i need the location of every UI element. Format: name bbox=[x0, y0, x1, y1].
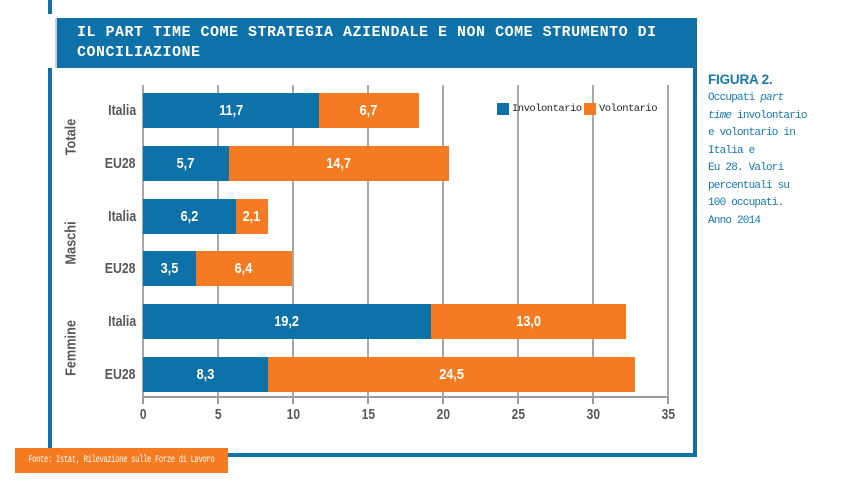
group-label-maschi: Maschi bbox=[62, 220, 80, 265]
legend-swatch-involontario bbox=[497, 102, 509, 115]
bar-value-label: 14,7 bbox=[326, 154, 352, 172]
row-label-femmine-italia: Italia bbox=[56, 304, 136, 339]
x-axis-tick-5 bbox=[217, 398, 219, 404]
chart-title: IL PART TIME COME STRATEGIA AZIENDALE E … bbox=[77, 24, 657, 61]
bar-value-label: 3,5 bbox=[160, 260, 179, 278]
top-accent-tick bbox=[48, 0, 52, 14]
bar-value-label: 11,7 bbox=[218, 102, 243, 119]
legend-item-involontario: Involontario bbox=[497, 102, 582, 115]
gridline-35 bbox=[667, 85, 669, 398]
bar-value-label: 13,0 bbox=[516, 313, 541, 331]
bar-involontario-maschi-italia: 6,2 bbox=[143, 198, 236, 234]
bar-value-label: 24,5 bbox=[438, 366, 464, 383]
x-tick-label-0: 0 bbox=[128, 406, 158, 423]
x-axis-tick-0 bbox=[142, 398, 144, 404]
x-tick-label-text: 30 bbox=[586, 406, 600, 423]
x-axis-tick-10 bbox=[292, 398, 294, 404]
bottom-border-line bbox=[228, 453, 697, 457]
x-axis-tick-15 bbox=[367, 398, 369, 404]
bar-volontario-femmine-italia: 13,0 bbox=[431, 304, 626, 340]
source-box: Fonte: Istat, Rilevazione sulle Forze di… bbox=[15, 448, 228, 473]
x-axis-tick-25 bbox=[517, 398, 519, 404]
row-label-text: Italia bbox=[107, 102, 136, 119]
chart-header: IL PART TIME COME STRATEGIA AZIENDALE E … bbox=[55, 18, 697, 68]
x-tick-label-text: 10 bbox=[286, 406, 300, 423]
gridline-30 bbox=[592, 85, 594, 398]
gridline-25 bbox=[517, 85, 519, 398]
bar-value-label: 6,2 bbox=[180, 207, 199, 225]
x-axis-tick-30 bbox=[592, 398, 594, 404]
bar-value-label: 19,2 bbox=[274, 313, 300, 331]
figure-note-text-italic: part time bbox=[708, 92, 784, 122]
row-label-text: EU28 bbox=[105, 366, 136, 383]
row-label-totale-italia: Italia bbox=[56, 93, 136, 128]
x-tick-label-text: 20 bbox=[436, 406, 450, 423]
x-axis-line bbox=[142, 396, 669, 398]
bar-involontario-totale-eu28: 5,7 bbox=[143, 145, 229, 181]
gridline-15 bbox=[367, 85, 369, 398]
row-label-totale-eu28: EU28 bbox=[56, 146, 136, 181]
bar-involontario-femmine-eu28: 8,3 bbox=[143, 357, 268, 392]
x-tick-label-5: 5 bbox=[203, 406, 233, 423]
x-tick-label-15: 15 bbox=[353, 406, 383, 423]
row-label-maschi-italia: Italia bbox=[56, 199, 136, 234]
gridline-10 bbox=[292, 85, 294, 398]
left-border-line bbox=[48, 68, 52, 450]
x-tick-label-10: 10 bbox=[278, 406, 308, 423]
x-tick-label-text: 25 bbox=[511, 406, 525, 423]
bar-volontario-totale-italia: 6,7 bbox=[318, 93, 419, 128]
bar-value-label: 5,7 bbox=[176, 154, 195, 172]
group-label-totale: Totale bbox=[62, 118, 80, 156]
bar-value-label: 2,1 bbox=[242, 207, 261, 225]
x-tick-label-text: 35 bbox=[661, 406, 675, 423]
x-tick-label-text: 15 bbox=[361, 406, 375, 423]
figure-note: FIGURA 2. Occupati part time involontari… bbox=[708, 72, 838, 230]
x-tick-label-30: 30 bbox=[578, 406, 608, 423]
row-label-text: EU28 bbox=[105, 154, 136, 172]
bar-volontario-femmine-eu28: 24,5 bbox=[267, 357, 635, 392]
x-tick-label-35: 35 bbox=[653, 406, 683, 423]
legend-label: Involontario bbox=[512, 102, 582, 115]
x-tick-label-25: 25 bbox=[503, 406, 533, 423]
source-text: Fonte: Istat, Rilevazione sulle Forze di… bbox=[28, 455, 215, 466]
bar-involontario-totale-italia: 11,7 bbox=[143, 93, 319, 128]
bar-involontario-maschi-eu28: 3,5 bbox=[143, 251, 196, 287]
bar-volontario-maschi-eu28: 6,4 bbox=[195, 251, 292, 287]
group-label-femmine: Femmine bbox=[62, 320, 80, 377]
row-label-text: EU28 bbox=[105, 260, 136, 278]
bar-involontario-femmine-italia: 19,2 bbox=[143, 304, 431, 340]
row-label-maschi-eu28: EU28 bbox=[56, 251, 136, 286]
bar-volontario-maschi-italia: 2,1 bbox=[236, 198, 268, 234]
gridline-0 bbox=[142, 85, 144, 398]
bar-value-label: 6,4 bbox=[234, 260, 253, 278]
row-label-femmine-eu28: EU28 bbox=[56, 357, 136, 392]
bar-value-label: 8,3 bbox=[196, 366, 215, 383]
gridline-5 bbox=[217, 85, 219, 398]
row-label-text: Italia bbox=[107, 207, 136, 225]
x-tick-label-text: 5 bbox=[214, 406, 222, 423]
bar-value-label: 6,7 bbox=[359, 102, 378, 119]
x-axis-tick-20 bbox=[442, 398, 444, 404]
bar-volontario-totale-eu28: 14,7 bbox=[228, 145, 449, 181]
x-axis-tick-35 bbox=[667, 398, 669, 404]
figure-note-text-after: involontario e volontario in Italia e Eu… bbox=[708, 109, 807, 227]
figure-note-text: Occupati part time involontario e volont… bbox=[708, 90, 838, 230]
right-border-line bbox=[693, 68, 697, 457]
gridline-20 bbox=[442, 85, 444, 398]
legend-item-volontario: Volontario bbox=[584, 102, 658, 115]
figure-note-title: FIGURA 2. bbox=[708, 72, 773, 87]
x-tick-label-20: 20 bbox=[428, 406, 458, 423]
figure-note-text-before: Occupati bbox=[708, 92, 761, 104]
row-label-text: Italia bbox=[107, 313, 136, 331]
x-tick-label-text: 0 bbox=[139, 406, 147, 423]
legend-label: Volontario bbox=[599, 102, 658, 115]
legend-swatch-volontario bbox=[584, 102, 596, 115]
